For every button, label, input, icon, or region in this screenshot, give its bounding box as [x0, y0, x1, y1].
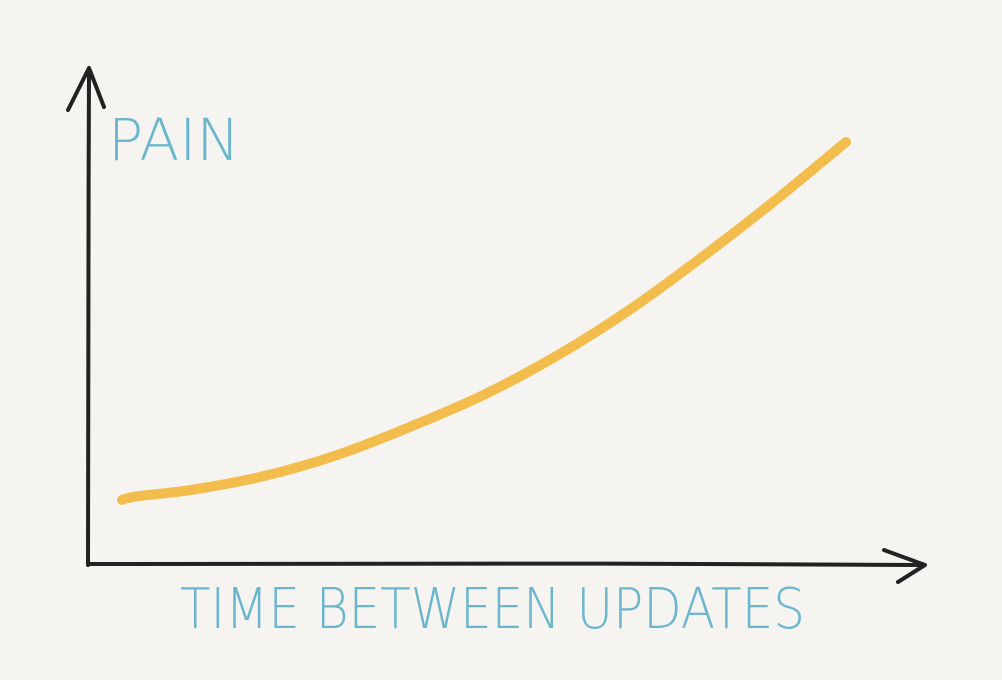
series-line-0 [117, 137, 851, 505]
x-axis-label: TIME BETWEEN UPDATES [180, 577, 805, 642]
series-layer [117, 137, 851, 505]
y-axis-arrowhead [66, 66, 106, 112]
y-axis [86, 70, 91, 567]
x-axis-arrowhead [882, 548, 927, 584]
x-axis [86, 561, 924, 567]
y-axis-label: PAIN [108, 106, 240, 174]
